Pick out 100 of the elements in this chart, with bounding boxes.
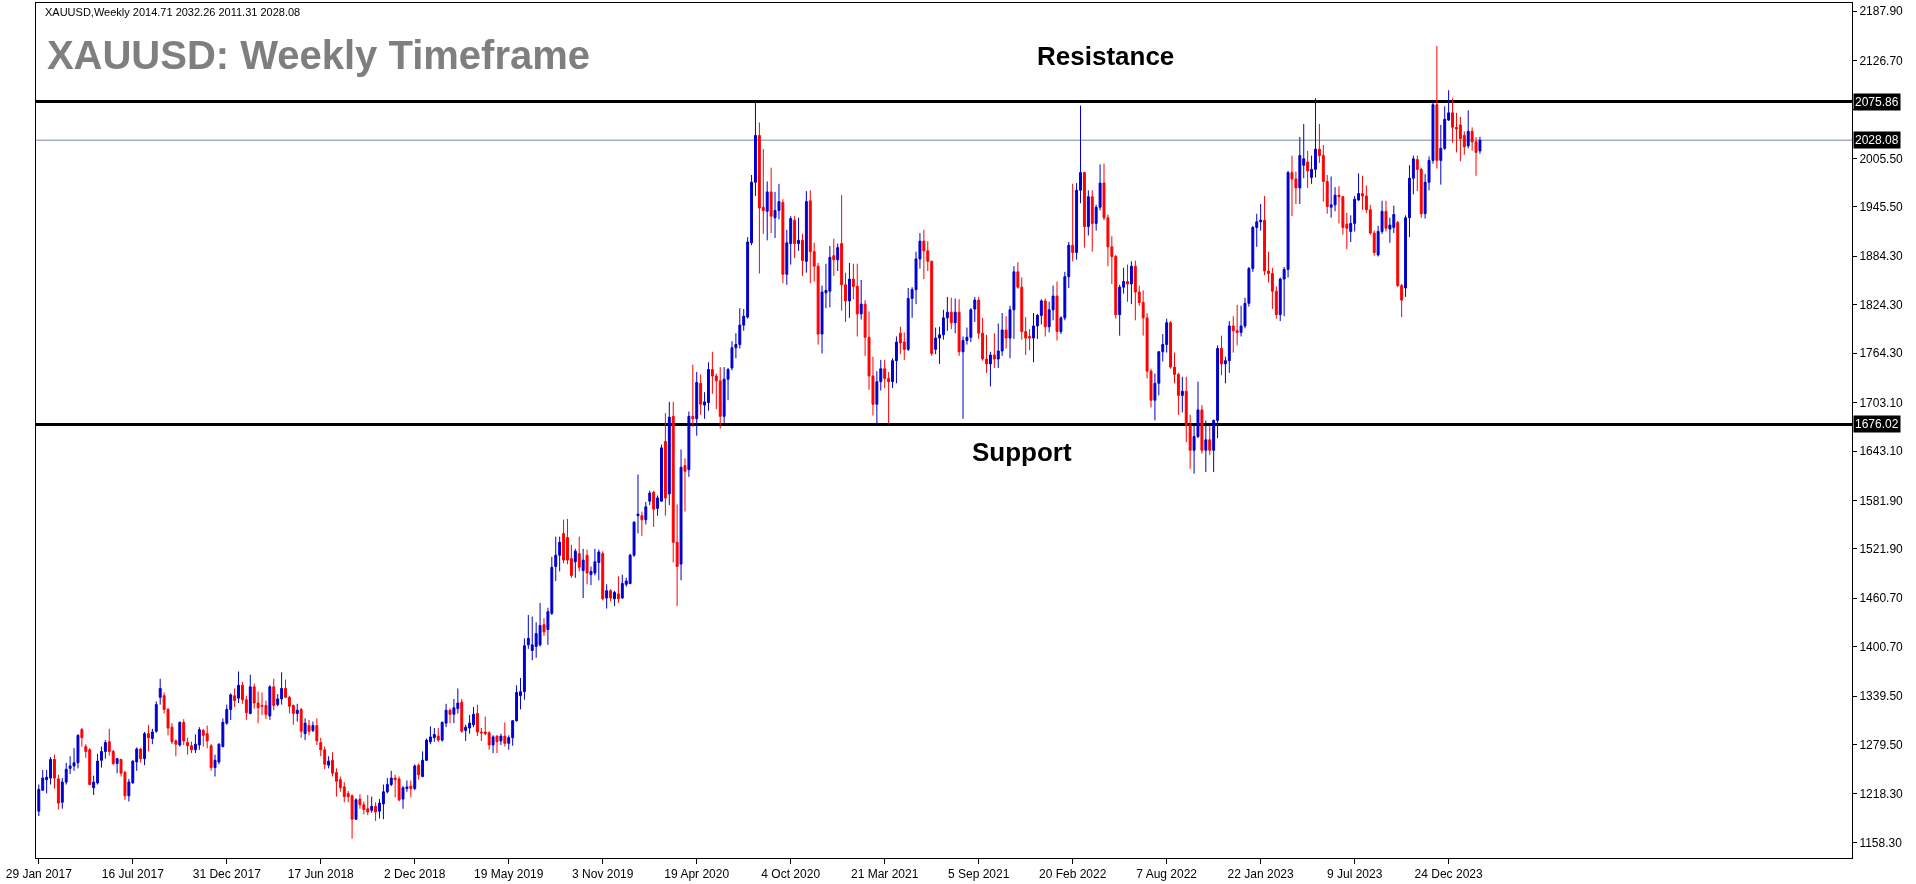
candlestick xyxy=(327,755,331,769)
ref-line-label: 1676.02 xyxy=(1855,417,1899,431)
text: XAUUSD: Weekly Timeframe xyxy=(46,33,591,78)
y-tick-label: 1400.70 xyxy=(1859,639,1904,654)
candlestick xyxy=(1004,315,1008,350)
candlestick xyxy=(718,366,722,429)
candlestick xyxy=(832,238,836,277)
y-tick-label: 1521.90 xyxy=(1859,542,1904,557)
x-tick-label: 17 Jun 2018 xyxy=(287,867,355,882)
candlestick xyxy=(248,674,252,715)
candlestick xyxy=(859,279,863,320)
y-tick-label: 1218.30 xyxy=(1859,787,1904,802)
candlestick xyxy=(683,457,687,513)
candlestick xyxy=(902,331,906,361)
candlestick xyxy=(1133,260,1137,321)
candlestick xyxy=(229,692,233,721)
candlestick xyxy=(652,490,656,528)
annotation: Resistance xyxy=(1037,41,1175,71)
candlestick xyxy=(1384,200,1388,232)
candlestick xyxy=(801,233,804,277)
candlestick xyxy=(699,373,703,416)
candlestick xyxy=(146,724,150,752)
candlestick xyxy=(182,718,186,746)
candlestick xyxy=(354,797,358,821)
candlestick xyxy=(1032,312,1035,363)
candlestick xyxy=(1204,419,1208,473)
candlestick xyxy=(393,774,397,798)
x-tick-label: 22 Jan 2023 xyxy=(1227,867,1294,882)
candlestick xyxy=(577,536,581,572)
candlestick xyxy=(1290,155,1294,217)
y-tick-label: 1643.10 xyxy=(1859,444,1904,459)
candlestick xyxy=(613,590,616,607)
candlestick xyxy=(280,671,284,706)
candlestick xyxy=(370,796,374,814)
candlestick xyxy=(663,412,667,517)
candlestick xyxy=(311,721,315,733)
candlestick xyxy=(957,298,961,357)
candlestick xyxy=(828,245,832,308)
candlestick xyxy=(757,121,761,274)
candlestick xyxy=(178,721,182,748)
y-tick-label: 1581.90 xyxy=(1859,493,1904,508)
candlestick xyxy=(158,678,162,706)
candlestick xyxy=(268,684,272,721)
candlestick xyxy=(667,401,671,506)
candlestick xyxy=(366,794,370,816)
candlestick xyxy=(1220,335,1223,376)
candlestick xyxy=(1329,176,1333,219)
candlestick xyxy=(495,734,499,754)
candlestick xyxy=(585,549,589,585)
candlestick xyxy=(542,617,546,637)
candlestick xyxy=(1200,404,1204,455)
candlestick xyxy=(139,747,143,764)
candlestick xyxy=(1435,45,1439,170)
candlestick xyxy=(573,548,577,579)
candlestick xyxy=(949,297,953,330)
candlestick xyxy=(687,411,691,478)
candlestick xyxy=(988,351,992,387)
candlestick xyxy=(554,536,558,582)
candlestick xyxy=(448,708,452,724)
y-tick-label: 2005.50 xyxy=(1859,151,1904,166)
x-tick-label: 5 Sep 2021 xyxy=(947,867,1010,882)
candlestick xyxy=(460,698,464,734)
candlestick xyxy=(190,741,193,754)
candlestick xyxy=(581,548,585,599)
candlestick xyxy=(272,678,276,711)
candlestick xyxy=(765,180,769,241)
candlestick xyxy=(1090,189,1094,253)
candlestick xyxy=(1082,171,1086,249)
candlestick xyxy=(233,687,237,708)
candlestick xyxy=(295,703,299,723)
candlestick xyxy=(186,737,190,756)
candlestick xyxy=(76,733,80,769)
candlestick xyxy=(609,588,613,602)
candlestick xyxy=(143,731,146,766)
candlestick xyxy=(992,332,996,369)
candlestick xyxy=(307,719,311,736)
candlestick xyxy=(1126,264,1129,303)
candlestick xyxy=(793,215,797,259)
y-tick-label: 1945.50 xyxy=(1859,200,1904,215)
x-tick-label: 29 Jan 2017 xyxy=(5,867,73,882)
candlestick xyxy=(1208,424,1212,456)
candlestick xyxy=(1086,189,1090,237)
x-tick-label: 16 Jul 2017 xyxy=(101,867,165,882)
x-tick-label: 19 May 2019 xyxy=(474,867,544,882)
candlestick xyxy=(808,189,812,284)
candlestick xyxy=(205,725,209,749)
candlestick xyxy=(1129,260,1133,305)
candlestick xyxy=(436,727,440,743)
ref-line-label: 2075.86 xyxy=(1855,95,1899,109)
x-tick-label: 9 Jul 2023 xyxy=(1326,867,1383,882)
x-tick-label: 7 Aug 2022 xyxy=(1136,867,1198,882)
ref-line-label: 2028.08 xyxy=(1855,133,1899,147)
x-tick-label: 19 Apr 2020 xyxy=(664,867,730,882)
candlestick xyxy=(1458,116,1462,162)
candlestick xyxy=(88,747,92,786)
candlestick xyxy=(237,671,240,704)
candlestick xyxy=(620,574,624,600)
candlestick xyxy=(374,801,378,822)
candlestick xyxy=(691,364,695,428)
candlestick xyxy=(201,728,205,748)
